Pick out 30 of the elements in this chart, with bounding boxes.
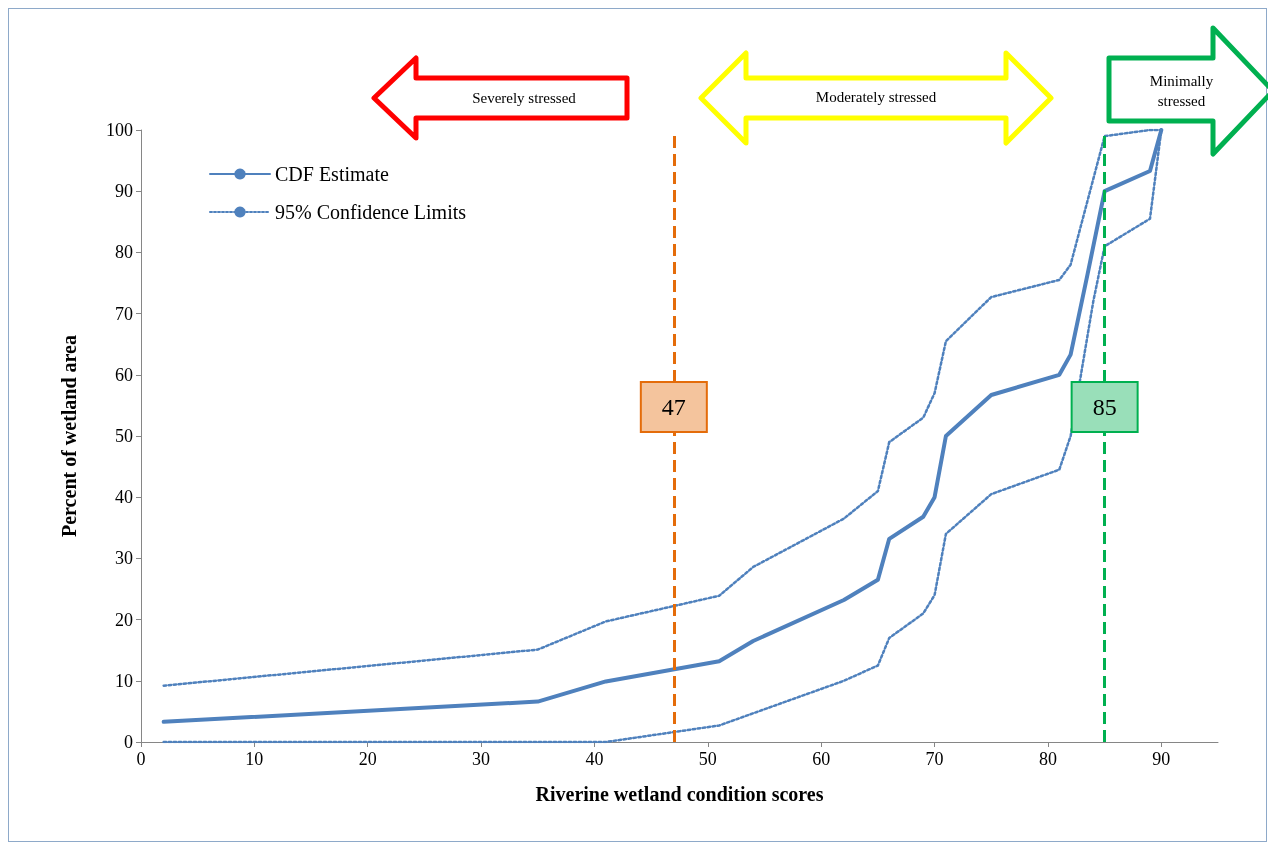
text: Moderately stressed <box>814 89 938 106</box>
x-tick-label: 80 <box>1038 749 1057 769</box>
y-tick-label: 30 <box>115 548 133 569</box>
ref-line-label: 47 <box>661 394 686 420</box>
x-tick-label: 30 <box>472 749 491 769</box>
x-tick-label: 20 <box>358 749 377 769</box>
x-tick-label: 60 <box>812 749 831 769</box>
y-tick-label: 70 <box>115 303 133 324</box>
y-tick-label: 50 <box>115 426 133 446</box>
legend-label: 95% Confidence Limits <box>275 201 467 223</box>
y-tick-label: 20 <box>115 609 133 630</box>
text: Minimally stressed <box>1148 72 1215 111</box>
text: Severely stressed <box>471 90 577 107</box>
ref-line-label: 85 <box>1092 394 1117 420</box>
y-tick-label: 10 <box>115 670 133 691</box>
x-tick-label: 0 <box>136 749 146 769</box>
x-tick-label: 40 <box>585 749 604 769</box>
x-tick-label: 50 <box>698 749 717 769</box>
y-axis-title: Percent of wetland area <box>58 335 80 537</box>
y-tick-label: 40 <box>115 487 133 508</box>
legend-label: CDF Estimate <box>275 163 390 185</box>
x-tick-label: 70 <box>925 749 944 769</box>
x-axis-title: Riverine wetland condition scores <box>535 783 824 805</box>
y-tick-label: 100 <box>106 120 133 140</box>
x-tick-label: 90 <box>1152 749 1171 769</box>
y-tick-label: 80 <box>115 242 133 263</box>
x-tick-label: 10 <box>245 749 264 769</box>
y-tick-label: 90 <box>115 181 133 202</box>
y-tick-label: 0 <box>124 732 133 752</box>
y-tick-label: 60 <box>115 364 133 385</box>
